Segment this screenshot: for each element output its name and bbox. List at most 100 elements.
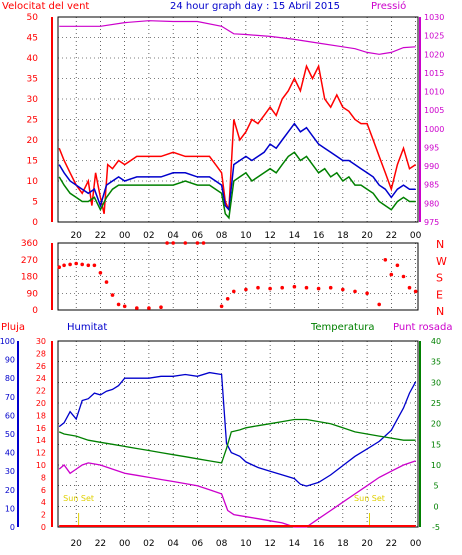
- panel1-xtick: 16: [313, 231, 325, 241]
- panel3-hum-tick: 60: [5, 411, 15, 420]
- panel3-temp-tick: 40: [431, 337, 441, 346]
- direction-point: [98, 271, 103, 275]
- panel1-ytick-right: 980: [424, 199, 439, 208]
- direction-point: [116, 302, 121, 307]
- direction-point: [377, 302, 382, 307]
- panel3-xtick: 20: [70, 539, 82, 549]
- panel3-hum-tick: 100: [0, 337, 15, 346]
- series-humitat: [58, 371, 417, 487]
- panel3-hum-tick: 10: [5, 504, 15, 513]
- sunset-label: Sun Set: [354, 494, 385, 503]
- label-punt-rosada: Punt rosada: [393, 322, 452, 333]
- direction-point: [413, 289, 418, 294]
- panel1-ytick: 20: [27, 136, 39, 146]
- direction-point: [292, 284, 297, 289]
- panel3-hum-tick: 80: [5, 374, 15, 383]
- panel3-xtick: 00: [119, 539, 131, 549]
- panel3-temp-tick: 35: [431, 358, 441, 367]
- direction-point: [232, 289, 236, 294]
- panel3-rain-tick: 20: [36, 399, 46, 408]
- direction-point: [316, 286, 321, 291]
- series-pressure: [59, 20, 416, 55]
- direction-point: [122, 304, 127, 309]
- panel1-ytick-right: 1025: [424, 32, 444, 41]
- panel3-hum-tick: 0: [10, 523, 15, 532]
- panel3-rain-tick: 26: [36, 362, 46, 371]
- panel3-hum-tick: 70: [5, 393, 15, 402]
- panel2-compass-label: E: [436, 288, 443, 301]
- direction-point: [147, 306, 151, 310]
- direction-point: [86, 263, 91, 268]
- panel3-rain-tick: 0: [41, 523, 46, 532]
- panel1-ytick: 50: [27, 13, 39, 23]
- direction-point: [244, 287, 248, 292]
- panel1-ytick-right: 1030: [424, 13, 444, 22]
- panel3-temp-tick: 10: [431, 461, 441, 470]
- direction-point: [341, 287, 345, 292]
- panel3-xtick: 00: [410, 539, 422, 549]
- panel1-xtick: 08: [216, 231, 228, 241]
- direction-point: [68, 262, 72, 267]
- direction-point: [401, 274, 406, 279]
- panel2-compass-label: W: [436, 255, 447, 268]
- label-temperatura: Temperatura: [310, 322, 375, 333]
- panel3-xtick: 04: [167, 539, 179, 549]
- panel1-ytick: 10: [27, 177, 39, 187]
- panel3-xtick: 14: [289, 539, 301, 549]
- direction-point: [383, 258, 388, 262]
- panel3-rain-tick: 18: [36, 411, 46, 420]
- panel1-xtick: 22: [386, 231, 397, 241]
- panel3-temp-tick: 15: [431, 440, 441, 449]
- panel1-ytick: 15: [27, 157, 38, 167]
- direction-point: [365, 291, 369, 296]
- panel1-ytick-right: 1005: [424, 106, 444, 115]
- panel1-ytick-right: 1000: [424, 125, 444, 134]
- direction-point: [201, 241, 206, 245]
- series-gust: [58, 63, 417, 214]
- panel3-hum-tick: 40: [5, 449, 15, 458]
- panel3-rain-tick: 14: [36, 436, 46, 445]
- direction-point: [110, 293, 115, 297]
- panel3-temp-tick: 25: [431, 399, 441, 408]
- panel1-ytick-right: 975: [424, 218, 439, 227]
- panel1-ytick-right: 1020: [424, 50, 444, 59]
- panel1-xtick: 10: [240, 231, 252, 241]
- panel1-ytick: 0: [32, 218, 38, 228]
- panel1-xtick: 12: [264, 231, 275, 241]
- panel1-ytick: 45: [27, 34, 38, 44]
- panel3-temp-tick: -5: [432, 523, 440, 532]
- panel3-hum-tick: 50: [5, 430, 15, 439]
- panel1-xtick: 22: [95, 231, 106, 241]
- panel3-temp-tick: 5: [433, 482, 438, 491]
- panel1-ytick-right: 1015: [424, 69, 444, 78]
- series-wind: [58, 122, 416, 212]
- panel1-ytick-right: 985: [424, 181, 439, 190]
- direction-point: [256, 285, 260, 290]
- panel3-temp-tick: 20: [431, 420, 441, 429]
- direction-point: [135, 306, 139, 310]
- direction-point: [80, 262, 84, 267]
- panel3-rain-tick: 4: [41, 498, 46, 507]
- panel1-xtick: 20: [70, 231, 82, 241]
- panel3-rain-tick: 8: [41, 473, 46, 482]
- direction-point: [171, 241, 175, 245]
- panel2-compass-label: N: [436, 238, 444, 251]
- direction-point: [92, 263, 97, 268]
- panel2-ytick: 90: [27, 289, 39, 299]
- direction-point: [165, 241, 169, 245]
- panel3-rain-tick: 22: [36, 387, 46, 396]
- panel1-xtick: 20: [361, 231, 373, 241]
- panel3-xtick: 22: [95, 539, 106, 549]
- panel1-ytick-right: 1010: [424, 88, 444, 97]
- panel3-hum-tick: 30: [5, 467, 15, 476]
- panel1-xtick: 00: [410, 231, 422, 241]
- panel3-xtick: 16: [313, 539, 325, 549]
- direction-point: [225, 297, 230, 301]
- panel3-hum-tick: 90: [5, 356, 15, 365]
- panel1-xtick: 14: [289, 231, 301, 241]
- panel3-xtick: 22: [386, 539, 397, 549]
- direction-point: [395, 263, 400, 268]
- direction-point: [268, 286, 272, 291]
- panel3-xtick: 08: [216, 539, 228, 549]
